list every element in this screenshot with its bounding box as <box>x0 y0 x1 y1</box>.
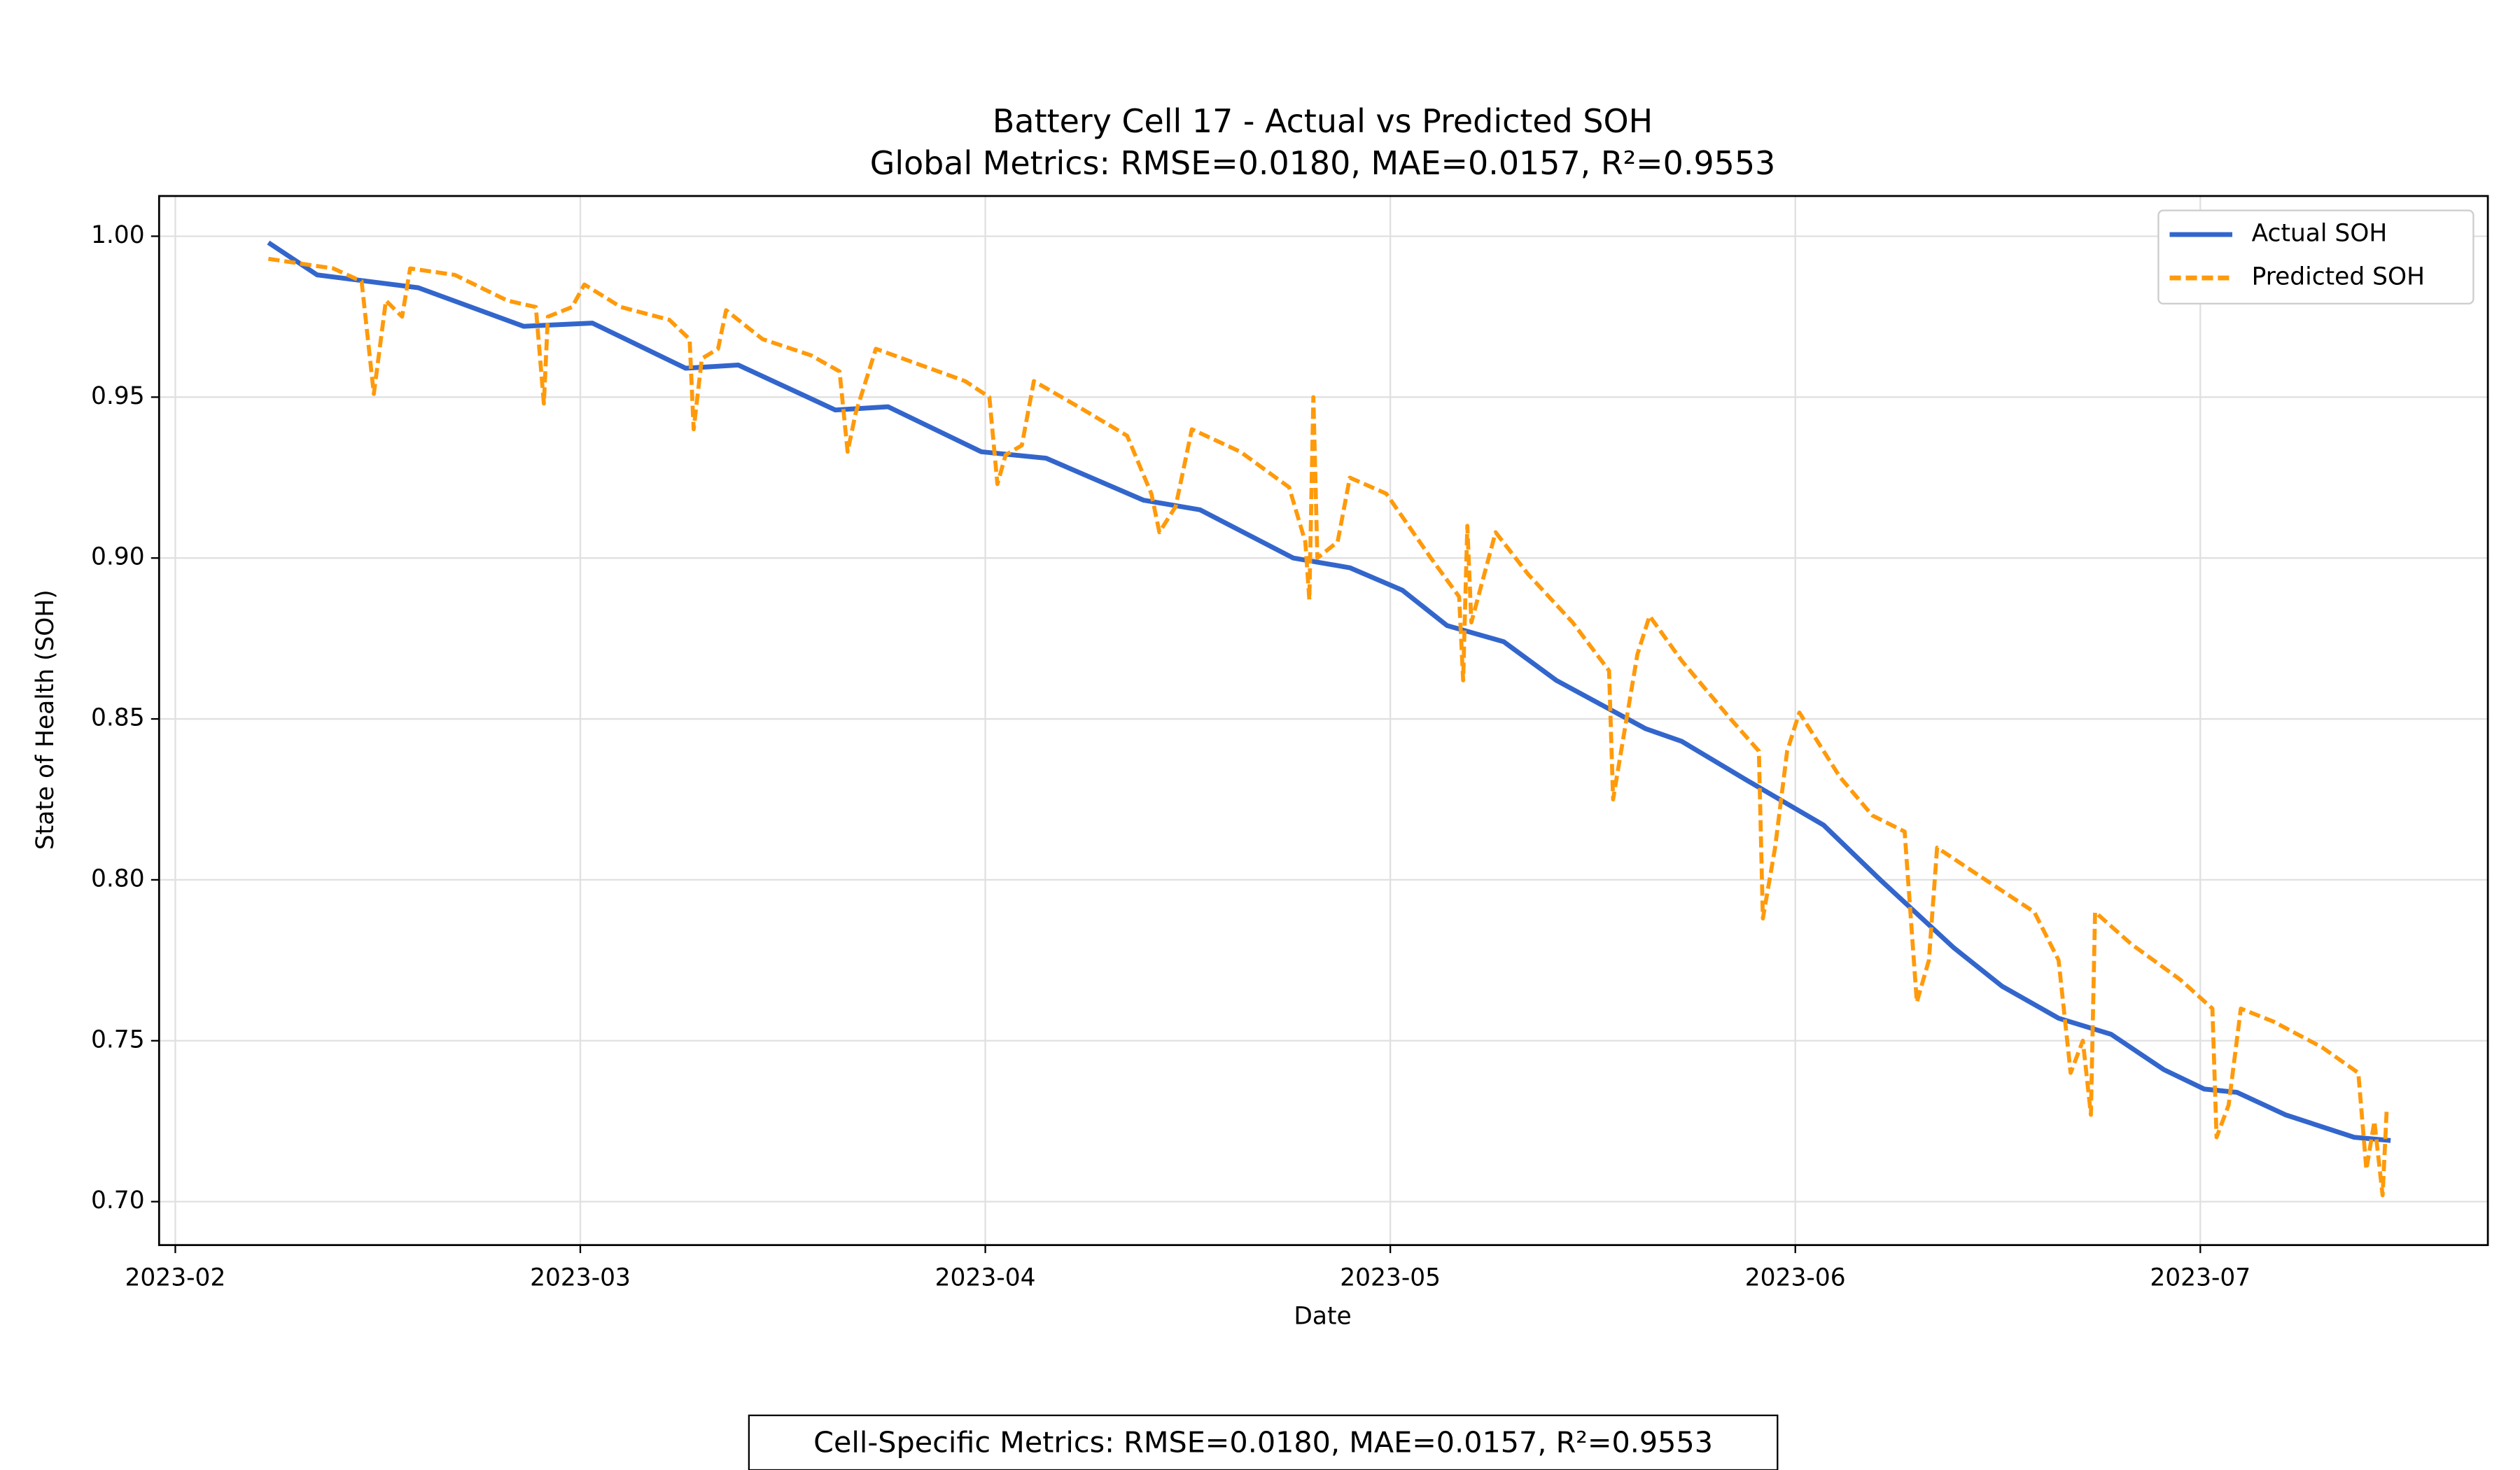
legend-label: Predicted SOH <box>2252 263 2425 291</box>
y-axis-label: State of Health (SOH) <box>31 589 59 850</box>
y-tick-label: 0.95 <box>91 382 145 410</box>
chart-subtitle: Global Metrics: RMSE=0.0180, MAE=0.0157,… <box>870 144 1776 182</box>
x-tick-label: 2023-06 <box>1745 1264 1846 1292</box>
x-tick-label: 2023-03 <box>530 1264 631 1292</box>
series-line <box>267 256 2389 1198</box>
chart-title: Battery Cell 17 - Actual vs Predicted SO… <box>993 102 1653 140</box>
x-tick-label: 2023-02 <box>125 1264 226 1292</box>
y-tick-label: 0.90 <box>91 543 145 571</box>
series-line <box>267 240 2391 1143</box>
x-tick-label: 2023-07 <box>2150 1264 2250 1292</box>
x-tick-label: 2023-04 <box>935 1264 1036 1292</box>
x-axis-label: Date <box>1294 1302 1351 1330</box>
legend-label: Actual SOH <box>2252 220 2388 248</box>
y-tick-label: 0.80 <box>91 864 145 892</box>
annotation: Cell-Specific Metrics: RMSE=0.0180, MAE=… <box>813 1425 1713 1459</box>
y-tick-label: 0.75 <box>91 1026 145 1054</box>
y-tick-label: 0.85 <box>91 704 145 732</box>
x-tick-label: 2023-05 <box>1340 1264 1441 1292</box>
annotation-box <box>748 1414 1779 1470</box>
legend-box <box>2157 209 2474 304</box>
y-tick-label: 0.70 <box>91 1186 145 1214</box>
plot-frame <box>158 195 2489 1247</box>
plot-area: 0.70 0.75 0.80 0.85 0.90 0.95 1.00 2023-02 2023-… <box>91 195 2489 1292</box>
y-tick-label: 1.00 <box>91 221 145 249</box>
